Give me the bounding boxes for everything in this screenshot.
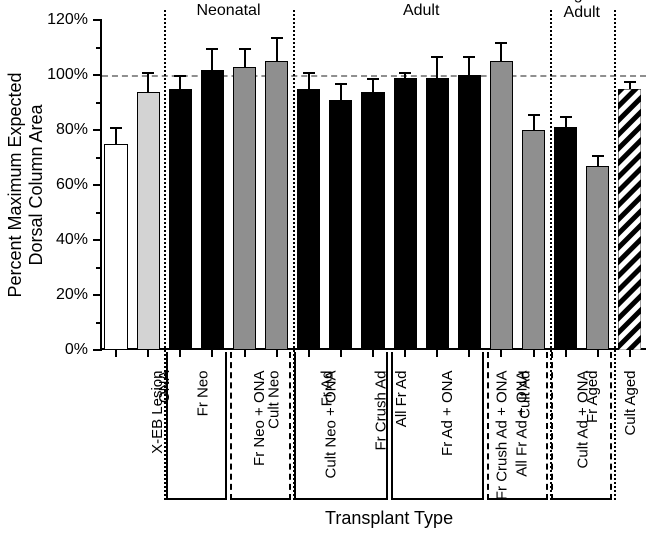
region-separator [614,10,616,500]
x-tick-label: Cult Aged [622,371,639,436]
bar [265,61,288,350]
plot-area: 0%20%40%60%80%100%120%X-EB LesionONAFr N… [100,20,646,350]
y-tick-label: 0% [65,341,100,359]
group-label: Adult [403,2,439,20]
bar [361,92,384,351]
bar [329,100,352,350]
y-tick-label: 60% [56,176,100,194]
y-tick-label: 100% [47,66,100,84]
y-tick-label: 20% [56,286,100,304]
group-label: Neonatal [196,2,260,20]
bar [233,67,256,350]
subgroup-bracket [166,352,227,500]
x-axis-title: Transplant Type [325,508,453,529]
bar [394,78,417,350]
subgroup-bracket [230,352,291,500]
chart-container: 0%20%40%60%80%100%120%X-EB LesionONAFr N… [0,0,661,550]
bar [297,89,320,350]
subgroup-bracket [551,352,612,500]
y-axis-title: Percent Maximum ExpectedDorsal Column Ar… [5,72,47,297]
y-tick-label: 40% [56,231,100,249]
bar [426,78,449,350]
bar [169,89,192,350]
y-tick-label: 120% [47,11,100,29]
group-label: AgedAdult [563,0,600,22]
bar [104,144,127,350]
y-tick-label: 80% [56,121,100,139]
bar [201,70,224,351]
bar [137,92,160,351]
bar [490,61,513,350]
subgroup-bracket [294,352,387,500]
subgroup-bracket [487,352,548,500]
bar [554,127,577,350]
bar [586,166,609,350]
bar [458,75,481,350]
bar [522,130,545,350]
subgroup-bracket [391,352,484,500]
bar [618,89,641,350]
